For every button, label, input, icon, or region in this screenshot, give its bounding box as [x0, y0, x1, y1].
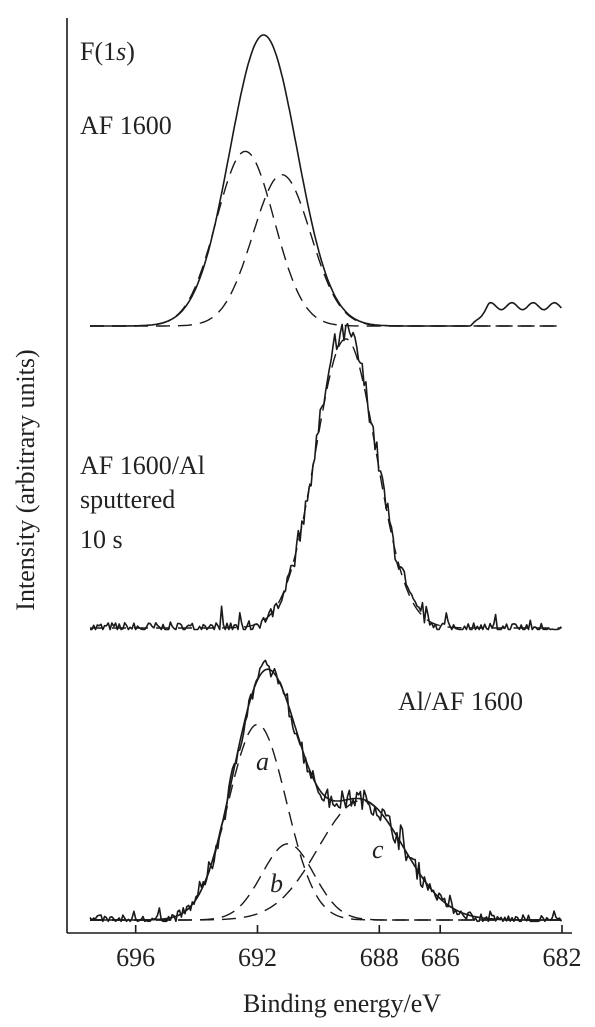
- panel3-component-c-curve: [90, 799, 562, 921]
- x-axis-label: Binding energy/eV: [243, 989, 441, 1018]
- axes: [66, 18, 572, 934]
- component-label-b: b: [270, 869, 283, 898]
- x-tick-label-686: 686: [421, 943, 460, 972]
- panel3-noisy-0-curve: [89, 659, 563, 923]
- panel1-component-2-curve: [90, 174, 562, 327]
- panel2-noisy-0-curve: [90, 322, 562, 631]
- component-label-c: c: [372, 835, 384, 864]
- panel2-fit-1-curve: [90, 338, 562, 629]
- panel1-label-af1600: AF 1600: [80, 111, 172, 140]
- panel3-component-a-curve: [90, 723, 562, 921]
- x-tick-label-688: 688: [360, 943, 399, 972]
- spectra: [89, 34, 563, 923]
- panel2-label-line1: AF 1600/Al: [80, 451, 205, 480]
- panel3-component-b-curve: [90, 843, 562, 921]
- x-tick-label-682: 682: [543, 943, 582, 972]
- y-axis-label: Intensity (arbitrary units): [11, 349, 40, 610]
- component-label-a: a: [256, 747, 269, 776]
- x-tick-label-696: 696: [116, 943, 155, 972]
- panel1-envelope-0-curve: [90, 34, 562, 327]
- x-ticks: 696 692 688 686 682: [116, 925, 582, 972]
- panel1-component-1-curve: [90, 150, 562, 327]
- x-tick-label-692: 692: [238, 943, 277, 972]
- panel1-label-f1s: F(1s): [80, 37, 135, 66]
- panel2-label-line2: sputtered: [80, 485, 175, 514]
- panel3-label-alaf1600: Al/AF 1600: [398, 687, 523, 716]
- panel2-label-line3: 10 s: [80, 525, 123, 554]
